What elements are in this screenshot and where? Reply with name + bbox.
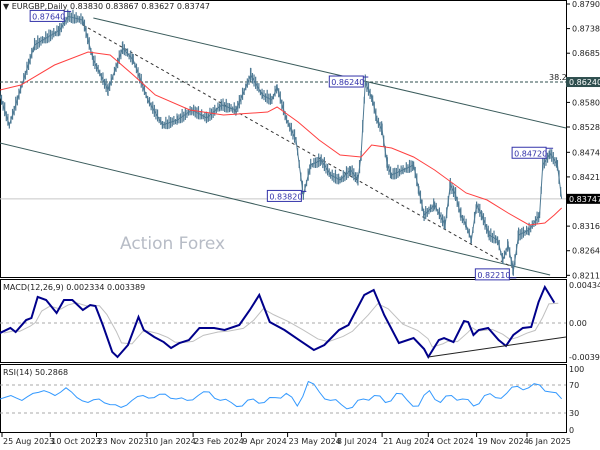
date-tick-label: 9 Apr 2024 bbox=[242, 437, 286, 446]
price-tick-label: 0.83165 bbox=[572, 222, 600, 231]
macd-tick-label: 0.004341 bbox=[569, 281, 600, 290]
rsi-panel-frame bbox=[0, 364, 567, 433]
price-line bbox=[0, 15, 563, 271]
macd-trendline bbox=[428, 336, 567, 358]
price-tick-label: 0.86855 bbox=[572, 49, 600, 58]
date-tick-label: 4 Oct 2024 bbox=[429, 437, 473, 446]
date-tick-label: 23 Nov 2023 bbox=[98, 437, 149, 446]
annotation-label: 0.87640 bbox=[32, 12, 65, 21]
annotation-label: 0.84720 bbox=[514, 149, 547, 158]
annotation-box bbox=[328, 75, 364, 88]
price-bars bbox=[0, 9, 562, 276]
date-tick-label: 8 Jul 2024 bbox=[337, 437, 377, 446]
rsi-tick-label: 0 bbox=[569, 426, 574, 435]
price-panel-frame bbox=[0, 0, 567, 278]
annotation-label: 0.83820 bbox=[269, 192, 302, 201]
macd-line bbox=[0, 284, 556, 359]
level-price-label: 0.86240 bbox=[569, 78, 600, 87]
price-tick-label: 0.85805 bbox=[572, 98, 600, 107]
rsi-tick-label: 30 bbox=[569, 409, 579, 418]
macd-title: MACD(12,26,9) 0.002334 0.003389 bbox=[3, 283, 146, 292]
macd-tick-label: -0.003916 bbox=[569, 353, 600, 362]
price-tick-label: 0.87905 bbox=[572, 0, 600, 9]
price-annotation: 0.83820 bbox=[266, 189, 307, 202]
rsi-title: RSI(14) 50.2868 bbox=[3, 368, 69, 377]
date-tick-label: 23 Feb 2024 bbox=[194, 437, 244, 446]
current-price-label: 0.83747 bbox=[569, 195, 600, 204]
annotation-box bbox=[266, 189, 302, 202]
date-tick-label: 19 Nov 2024 bbox=[478, 437, 529, 446]
channel-trendline bbox=[82, 24, 514, 269]
date-tick-label: 21 Aug 2024 bbox=[383, 437, 434, 446]
rsi-line bbox=[0, 380, 563, 410]
collapse-triangle-icon[interactable]: ▼ bbox=[3, 2, 12, 11]
ohlc-readout: EURGBP,Daily 0.83830 0.83867 0.83627 0.8… bbox=[11, 2, 210, 11]
level-price-box bbox=[566, 77, 600, 88]
price-tick-label: 0.84215 bbox=[572, 173, 600, 182]
price-annotation: 0.86240 bbox=[328, 75, 369, 88]
rsi-tick-label: 100 bbox=[569, 365, 584, 374]
date-tick-label: 10 Oct 2023 bbox=[51, 437, 100, 446]
macd-panel-frame bbox=[0, 279, 567, 363]
current-price-box bbox=[566, 193, 600, 204]
symbol-header: ▼ EURGBP,Daily 0.83830 0.83867 0.83627 0… bbox=[3, 2, 210, 11]
macd-signal-line bbox=[3, 302, 559, 348]
price-tick-label: 0.82115 bbox=[572, 271, 600, 280]
fib-level-label: 38.2 bbox=[549, 73, 567, 82]
date-tick-label: 23 May 2024 bbox=[289, 437, 341, 446]
annotation-box bbox=[474, 268, 510, 281]
price-annotation: 0.84720 bbox=[511, 146, 554, 159]
channel-trendline bbox=[0, 142, 551, 276]
rsi-tick-label: 70 bbox=[569, 381, 579, 390]
date-tick-label: 10 Jan 2024 bbox=[148, 437, 196, 446]
annotation-box bbox=[29, 9, 65, 22]
moving-average-line bbox=[0, 51, 562, 226]
date-tick-label: 6 Jan 2025 bbox=[528, 437, 571, 446]
macd-tick-label: 0.00 bbox=[569, 319, 587, 328]
price-annotation: 0.87640 bbox=[29, 9, 72, 22]
annotation-box bbox=[511, 146, 547, 159]
watermark: Action Forex bbox=[120, 234, 226, 254]
annotation-label: 0.86240 bbox=[331, 78, 364, 87]
date-tick-label: 25 Aug 2023 bbox=[3, 437, 54, 446]
annotation-label: 0.82210 bbox=[477, 271, 510, 280]
channel-trendline bbox=[93, 17, 567, 129]
price-annotation: 0.82210 bbox=[474, 268, 517, 281]
